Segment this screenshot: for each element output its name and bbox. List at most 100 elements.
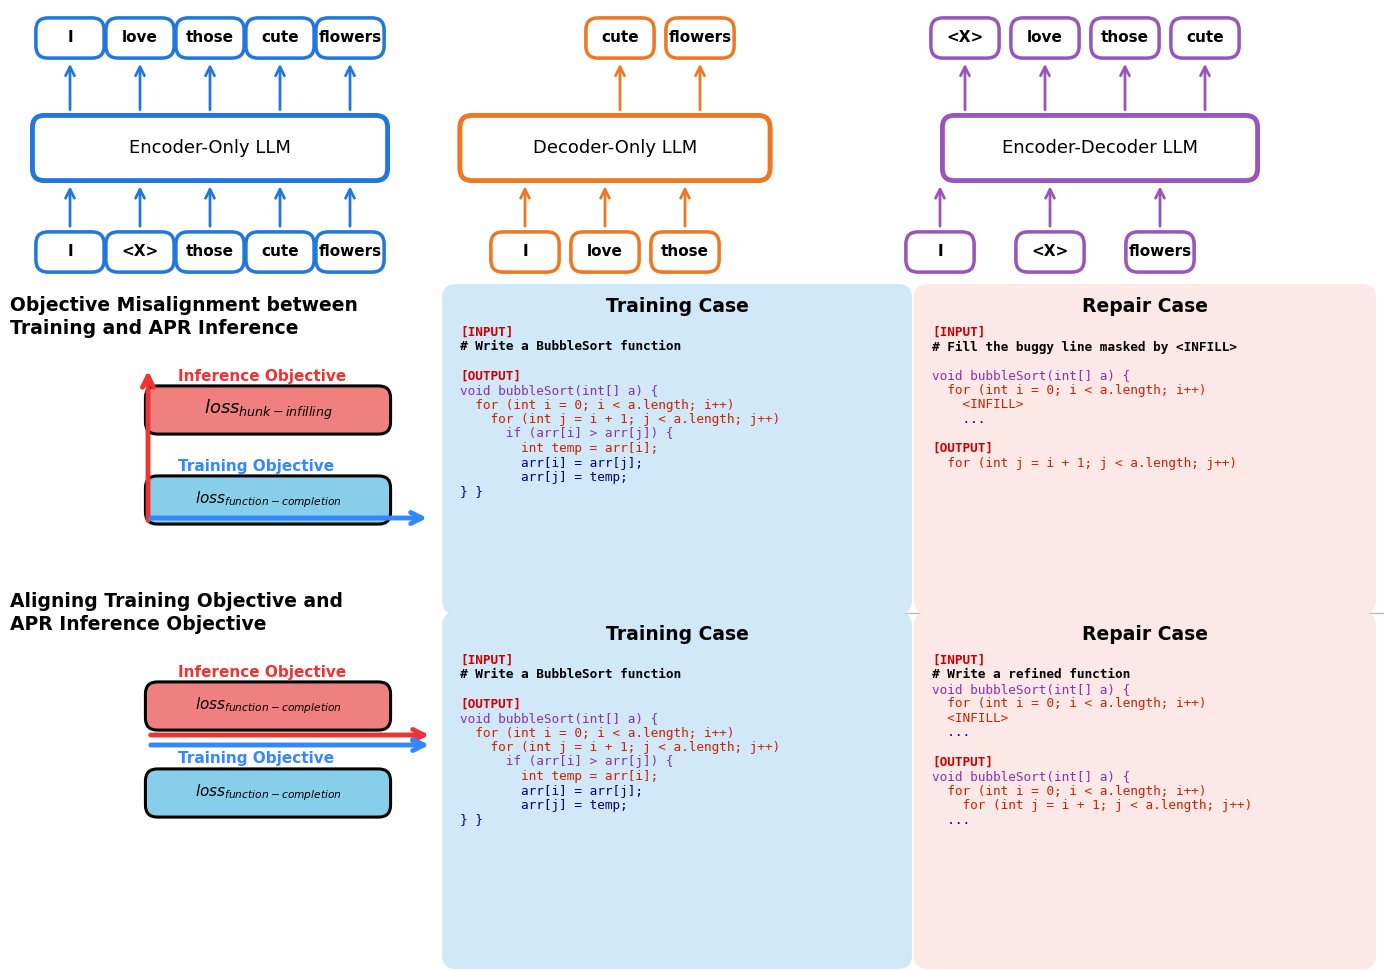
Text: Objective Misalignment between
Training and APR Inference: Objective Misalignment between Training …	[10, 296, 358, 339]
Text: flowers: flowers	[318, 30, 382, 46]
FancyBboxPatch shape	[572, 232, 639, 272]
Text: cute: cute	[1186, 30, 1223, 46]
Text: void bubbleSort(int[] a) {: void bubbleSort(int[] a) {	[459, 712, 659, 725]
FancyBboxPatch shape	[943, 116, 1258, 181]
Text: cute: cute	[262, 245, 299, 259]
Text: ...: ...	[931, 726, 970, 740]
Text: ...: ...	[931, 413, 985, 426]
FancyBboxPatch shape	[246, 17, 314, 58]
Text: cute: cute	[601, 30, 639, 46]
Text: those: those	[1102, 30, 1149, 46]
Text: $\mathit{loss}_{function-completion}$: $\mathit{loss}_{function-completion}$	[195, 489, 342, 511]
FancyBboxPatch shape	[585, 17, 655, 58]
FancyBboxPatch shape	[441, 612, 912, 969]
Text: for (int i = 0; i < a.length; i++): for (int i = 0; i < a.length; i++)	[931, 697, 1207, 711]
Text: Training Case: Training Case	[606, 297, 749, 317]
FancyBboxPatch shape	[145, 682, 390, 730]
FancyBboxPatch shape	[36, 232, 104, 272]
FancyBboxPatch shape	[459, 116, 770, 181]
FancyBboxPatch shape	[316, 232, 385, 272]
FancyBboxPatch shape	[441, 284, 912, 614]
Text: Training Objective: Training Objective	[179, 751, 334, 765]
Text: arr[i] = arr[j];: arr[i] = arr[j];	[459, 785, 644, 797]
Text: } }: } }	[459, 486, 483, 498]
Text: cute: cute	[262, 30, 299, 46]
Text: those: those	[185, 30, 234, 46]
FancyBboxPatch shape	[1010, 17, 1080, 58]
Text: # Write a refined function: # Write a refined function	[931, 668, 1131, 682]
Text: Inference Objective: Inference Objective	[179, 369, 346, 384]
Text: # Write a BubbleSort function: # Write a BubbleSort function	[459, 668, 681, 682]
Text: arr[i] = arr[j];: arr[i] = arr[j];	[459, 456, 644, 470]
Text: for (int j = i + 1; j < a.length; j++): for (int j = i + 1; j < a.length; j++)	[931, 456, 1237, 470]
Text: void bubbleSort(int[] a) {: void bubbleSort(int[] a) {	[459, 384, 659, 397]
Text: for (int i = 0; i < a.length; i++): for (int i = 0; i < a.length; i++)	[459, 726, 735, 740]
FancyBboxPatch shape	[1127, 232, 1194, 272]
Text: <INFILL>: <INFILL>	[931, 398, 1024, 412]
FancyBboxPatch shape	[1091, 17, 1158, 58]
FancyBboxPatch shape	[907, 232, 974, 272]
Text: arr[j] = temp;: arr[j] = temp;	[459, 799, 628, 812]
Text: flowers: flowers	[318, 245, 382, 259]
Text: Repair Case: Repair Case	[1082, 297, 1208, 317]
FancyBboxPatch shape	[916, 286, 1374, 326]
FancyBboxPatch shape	[107, 17, 174, 58]
FancyBboxPatch shape	[145, 476, 390, 524]
FancyBboxPatch shape	[36, 17, 104, 58]
Text: # Write a BubbleSort function: # Write a BubbleSort function	[459, 341, 681, 353]
Text: I: I	[522, 245, 527, 259]
FancyBboxPatch shape	[107, 232, 174, 272]
Text: for (int j = i + 1; j < a.length; j++): for (int j = i + 1; j < a.length; j++)	[459, 413, 781, 426]
FancyBboxPatch shape	[1016, 232, 1084, 272]
Text: flowers: flowers	[1128, 245, 1192, 259]
Text: if (arr[i] > arr[j]) {: if (arr[i] > arr[j]) {	[459, 427, 674, 441]
FancyBboxPatch shape	[316, 17, 385, 58]
Text: [INPUT]: [INPUT]	[931, 326, 985, 339]
Text: for (int i = 0; i < a.length; i++): for (int i = 0; i < a.length; i++)	[459, 398, 735, 412]
FancyBboxPatch shape	[246, 232, 314, 272]
Text: for (int i = 0; i < a.length; i++): for (int i = 0; i < a.length; i++)	[931, 384, 1207, 397]
Text: Decoder-Only LLM: Decoder-Only LLM	[533, 139, 698, 157]
FancyBboxPatch shape	[176, 17, 244, 58]
Text: I: I	[68, 30, 73, 46]
Text: [OUTPUT]: [OUTPUT]	[931, 442, 992, 455]
Text: void bubbleSort(int[] a) {: void bubbleSort(int[] a) {	[931, 683, 1131, 696]
Text: void bubbleSort(int[] a) {: void bubbleSort(int[] a) {	[931, 370, 1131, 383]
FancyBboxPatch shape	[931, 17, 999, 58]
Text: Inference Objective: Inference Objective	[179, 664, 346, 680]
FancyBboxPatch shape	[145, 769, 390, 817]
Text: flowers: flowers	[668, 30, 732, 46]
Text: [INPUT]: [INPUT]	[931, 654, 985, 667]
Text: Encoder-Decoder LLM: Encoder-Decoder LLM	[1002, 139, 1199, 157]
FancyBboxPatch shape	[666, 17, 734, 58]
FancyBboxPatch shape	[444, 614, 911, 654]
Text: love: love	[122, 30, 158, 46]
Text: <X>: <X>	[947, 30, 984, 46]
Text: Aligning Training Objective and
APR Inference Objective: Aligning Training Objective and APR Infe…	[10, 592, 343, 634]
Text: void bubbleSort(int[] a) {: void bubbleSort(int[] a) {	[931, 770, 1131, 783]
Text: [OUTPUT]: [OUTPUT]	[931, 755, 992, 768]
FancyBboxPatch shape	[913, 284, 1376, 614]
Text: those: those	[662, 245, 709, 259]
Text: arr[j] = temp;: arr[j] = temp;	[459, 471, 628, 484]
FancyBboxPatch shape	[916, 614, 1374, 654]
Text: ...: ...	[931, 814, 970, 826]
Text: [INPUT]: [INPUT]	[459, 654, 513, 667]
Text: [INPUT]: [INPUT]	[459, 326, 513, 339]
Text: <X>: <X>	[1031, 245, 1068, 259]
Text: # Fill the buggy line masked by <INFILL>: # Fill the buggy line masked by <INFILL>	[931, 341, 1237, 353]
FancyBboxPatch shape	[145, 385, 390, 434]
FancyBboxPatch shape	[444, 286, 911, 326]
Text: I: I	[68, 245, 73, 259]
Text: love: love	[1027, 30, 1063, 46]
Text: if (arr[i] > arr[j]) {: if (arr[i] > arr[j]) {	[459, 755, 674, 768]
Text: <INFILL>: <INFILL>	[931, 712, 1009, 725]
Text: $\mathit{loss}_{function-completion}$: $\mathit{loss}_{function-completion}$	[195, 783, 342, 803]
FancyBboxPatch shape	[176, 232, 244, 272]
Text: Training Case: Training Case	[606, 625, 749, 645]
Text: for (int i = 0; i < a.length; i++): for (int i = 0; i < a.length; i++)	[931, 785, 1207, 797]
Text: Training Objective: Training Objective	[179, 459, 334, 475]
FancyBboxPatch shape	[491, 232, 559, 272]
Text: those: those	[185, 245, 234, 259]
Text: for (int j = i + 1; j < a.length; j++): for (int j = i + 1; j < a.length; j++)	[931, 799, 1253, 812]
